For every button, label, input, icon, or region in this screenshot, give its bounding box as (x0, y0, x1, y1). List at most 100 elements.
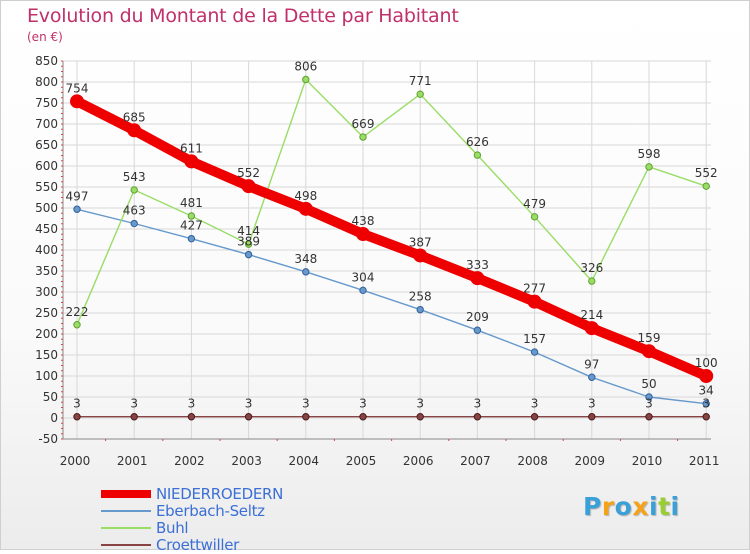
data-point (73, 413, 81, 421)
y-tick-label: 500 (35, 201, 58, 215)
logo-letter: i (649, 492, 659, 521)
data-label: 304 (352, 270, 375, 284)
logo-letter: i (670, 492, 680, 521)
data-point (527, 294, 542, 309)
data-point (588, 373, 596, 381)
data-point (130, 186, 138, 194)
data-label: 3 (359, 397, 367, 411)
logo-letter: o (614, 492, 633, 521)
data-label: 669 (352, 117, 375, 131)
data-label: 626 (466, 135, 489, 149)
data-label: 100 (695, 356, 718, 370)
data-label: 50 (641, 377, 656, 391)
data-label: 3 (588, 397, 596, 411)
data-point (645, 163, 653, 171)
data-label: 543 (123, 170, 146, 184)
logo-letter: P (583, 492, 602, 521)
data-label: 806 (294, 59, 317, 73)
data-point (244, 250, 253, 259)
data-label: 438 (352, 214, 375, 228)
legend-swatch (101, 490, 151, 498)
data-label: 481 (180, 196, 203, 210)
data-label: 34 (699, 384, 714, 398)
data-point (530, 413, 539, 421)
legend-swatch (101, 544, 151, 546)
data-point (241, 179, 256, 194)
data-point (416, 305, 424, 314)
x-tick-label: 2010 (632, 454, 663, 468)
y-tick-label: 600 (35, 159, 58, 173)
data-point (416, 90, 424, 98)
x-tick-label: 2011 (689, 454, 720, 468)
data-label: 222 (66, 305, 89, 319)
data-label: 552 (237, 166, 260, 180)
data-point (359, 413, 367, 421)
data-label: 333 (466, 258, 489, 272)
data-point (470, 271, 485, 286)
data-point (702, 182, 710, 190)
legend-swatch (101, 527, 151, 529)
x-tick-label: 2006 (403, 454, 434, 468)
data-label: 157 (523, 332, 546, 346)
data-point (642, 344, 656, 359)
data-label: 3 (302, 397, 310, 411)
y-tick-label: 50 (43, 390, 58, 404)
logo-letter: t (658, 492, 671, 521)
series-line-eberbach-seltz (76, 208, 707, 405)
axes: -500501001502002503003504004505005506006… (35, 54, 719, 468)
y-tick-label: 400 (35, 243, 58, 257)
data-label: 414 (237, 224, 260, 238)
series-line-niederroedern (72, 96, 712, 381)
data-point (588, 413, 596, 421)
data-label: 552 (695, 166, 718, 180)
data-label: 326 (580, 261, 603, 275)
data-point (584, 321, 599, 336)
data-label: 3 (130, 397, 138, 411)
y-tick-label: 350 (35, 264, 58, 278)
data-point (702, 413, 710, 421)
data-label: 97 (584, 357, 599, 371)
y-tick-label: 550 (35, 180, 58, 194)
data-label: 754 (66, 81, 89, 95)
data-point (127, 123, 142, 138)
logo-letter: x (632, 492, 649, 521)
proxiti-logo: Proxiti (583, 492, 680, 521)
legend-label: Buhl (156, 519, 189, 537)
data-point (244, 413, 253, 421)
data-point (588, 277, 596, 285)
y-tick-label: 700 (35, 117, 58, 131)
data-point (702, 400, 710, 408)
data-label: 3 (702, 397, 710, 411)
data-label: 209 (466, 310, 489, 324)
data-label: 3 (645, 397, 653, 411)
data-point (130, 219, 138, 228)
data-point (302, 413, 310, 421)
series-lines (72, 78, 712, 418)
logo-letter: r (601, 492, 615, 521)
y-tick-label: 800 (35, 75, 58, 89)
data-label: 387 (409, 235, 432, 249)
data-point (359, 286, 367, 295)
data-point (356, 227, 370, 242)
data-point (530, 213, 539, 221)
data-label: 685 (123, 110, 146, 124)
data-point (130, 413, 138, 421)
x-tick-label: 2002 (174, 454, 205, 468)
x-tick-label: 2003 (231, 454, 262, 468)
y-tick-label: 100 (35, 369, 58, 383)
data-point (187, 212, 196, 220)
y-tick-label: 200 (35, 327, 58, 341)
data-point (473, 151, 482, 159)
data-label: 598 (638, 147, 661, 161)
data-point (530, 348, 539, 356)
data-point (184, 154, 199, 169)
chart-subtitle: (en €) (27, 30, 63, 44)
legend-label: NIEDERROEDERN (156, 485, 284, 503)
data-labels: 497 463 427 389 348 304 258 209 157 97 50 34 222 543 4… (66, 59, 718, 410)
data-label: 277 (523, 282, 546, 296)
data-point (416, 413, 424, 421)
data-point (645, 413, 653, 421)
legend-label: Croettwiller (156, 536, 240, 554)
data-label: 3 (531, 397, 539, 411)
